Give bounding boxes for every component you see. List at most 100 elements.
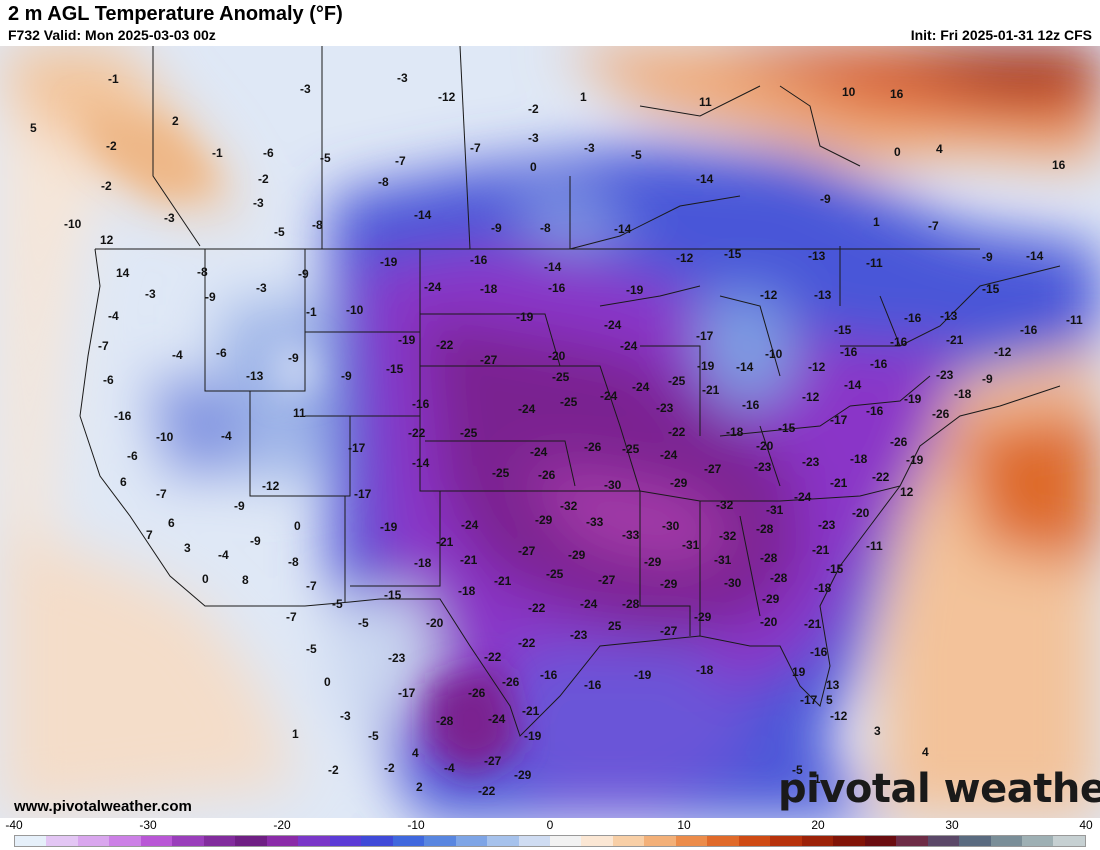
anomaly-label: -19 [380, 255, 398, 269]
anomaly-label: -5 [320, 151, 331, 165]
anomaly-label: -27 [598, 573, 616, 587]
anomaly-label: -7 [470, 141, 481, 155]
anomaly-label: -16 [742, 398, 760, 412]
anomaly-label: 10 [842, 85, 856, 99]
anomaly-label: -19 [626, 283, 644, 297]
anomaly-label: -22 [668, 425, 686, 439]
anomaly-label: -20 [756, 439, 774, 453]
anomaly-label: -29 [660, 577, 678, 591]
anomaly-label: -22 [484, 650, 502, 664]
anomaly-label: 8 [242, 573, 249, 587]
anomaly-label: -30 [662, 519, 680, 533]
anomaly-label: 14 [116, 266, 130, 280]
colorbar-swatch [424, 836, 456, 846]
anomaly-label: -9 [820, 192, 831, 206]
anomaly-label: -9 [982, 372, 993, 386]
anomaly-label: -28 [436, 714, 454, 728]
anomaly-label: -24 [794, 490, 812, 504]
anomaly-label: -4 [221, 429, 232, 443]
anomaly-label: -31 [766, 503, 784, 517]
colorbar-swatch [581, 836, 613, 846]
anomaly-label: 12 [900, 485, 914, 499]
anomaly-label: 2 [416, 780, 423, 794]
anomaly-label: -19 [906, 453, 924, 467]
anomaly-label: -5 [358, 616, 369, 630]
colorbar-swatch [927, 836, 960, 846]
anomaly-label: -19 [380, 520, 398, 534]
anomaly-label: -14 [412, 456, 430, 470]
anomaly-label: -22 [436, 338, 454, 352]
anomaly-label: -2 [328, 763, 339, 777]
anomaly-label: -6 [216, 346, 227, 360]
anomaly-label: -16 [584, 678, 602, 692]
anomaly-label: -32 [716, 498, 734, 512]
anomaly-label: -12 [830, 709, 848, 723]
website-url: www.pivotalweather.com [14, 798, 192, 815]
anomaly-label: -16 [890, 335, 908, 349]
anomaly-label: -16 [540, 668, 558, 682]
anomaly-label: -13 [814, 288, 832, 302]
anomaly-label: 16 [890, 87, 904, 101]
anomaly-label: -13 [808, 249, 826, 263]
anomaly-label: -4 [444, 761, 455, 775]
anomaly-label: -23 [570, 628, 588, 642]
anomaly-label: -29 [535, 513, 553, 527]
colorbar-swatch [266, 836, 299, 846]
colorbar-swatch [172, 836, 204, 846]
anomaly-label: -23 [818, 518, 836, 532]
anomaly-label: -9 [250, 534, 261, 548]
colorbar-swatch [675, 836, 708, 846]
anomaly-label: -26 [584, 440, 602, 454]
anomaly-label: -19 [634, 668, 652, 682]
anomaly-label: -10 [156, 430, 174, 444]
colorbar-tick-label: -30 [139, 818, 157, 832]
anomaly-label: -29 [514, 768, 532, 782]
anomaly-label: -20 [852, 506, 870, 520]
anomaly-label: -24 [660, 448, 678, 462]
anomaly-label: -14 [1026, 249, 1044, 263]
anomaly-label: -22 [528, 601, 546, 615]
anomaly-label: 7 [146, 528, 153, 542]
anomaly-label: -9 [982, 250, 993, 264]
anomaly-label: -31 [714, 553, 732, 567]
colorbar-swatch [15, 836, 47, 846]
anomaly-label: -4 [172, 348, 183, 362]
anomaly-label: 5 [30, 121, 37, 135]
anomaly-label: -29 [644, 555, 662, 569]
anomaly-label: -25 [460, 426, 478, 440]
anomaly-label: -22 [518, 636, 536, 650]
anomaly-label: -3 [528, 131, 539, 145]
colorbar-swatch [833, 836, 865, 846]
colorbar-swatch [518, 836, 550, 846]
anomaly-label: -7 [306, 579, 317, 593]
colorbar-swatch [329, 836, 362, 846]
brand-logo: pivotal weather [778, 766, 1100, 812]
anomaly-label: 4 [412, 746, 419, 760]
anomaly-label: -11 [866, 256, 883, 270]
anomaly-label: -16 [548, 281, 566, 295]
colorbar-swatch [770, 836, 802, 846]
colorbar-tick-label: -20 [273, 818, 291, 832]
anomaly-label: -26 [932, 407, 950, 421]
anomaly-label: -26 [890, 435, 908, 449]
colorbar-swatch [738, 836, 771, 846]
colorbar-swatch [77, 836, 110, 846]
anomaly-label: -5 [274, 225, 285, 239]
anomaly-label: -26 [502, 675, 520, 689]
anomaly-label: -23 [936, 368, 954, 382]
anomaly-label: 4 [936, 142, 943, 156]
anomaly-label: -32 [719, 529, 737, 543]
anomaly-label: -17 [696, 329, 714, 343]
anomaly-label: -21 [436, 535, 454, 549]
anomaly-label: 3 [874, 724, 881, 738]
anomaly-label: 13 [826, 678, 840, 692]
anomaly-label: -9 [288, 351, 299, 365]
anomaly-label: -5 [792, 763, 803, 777]
anomaly-label: -18 [480, 282, 498, 296]
anomaly-label: -19 [398, 333, 416, 347]
anomaly-label: 0 [894, 145, 901, 159]
anomaly-label: -16 [870, 357, 888, 371]
anomaly-label: -1 [306, 305, 317, 319]
anomaly-label: -11 [1066, 313, 1083, 327]
anomaly-label: 0 [202, 572, 209, 586]
